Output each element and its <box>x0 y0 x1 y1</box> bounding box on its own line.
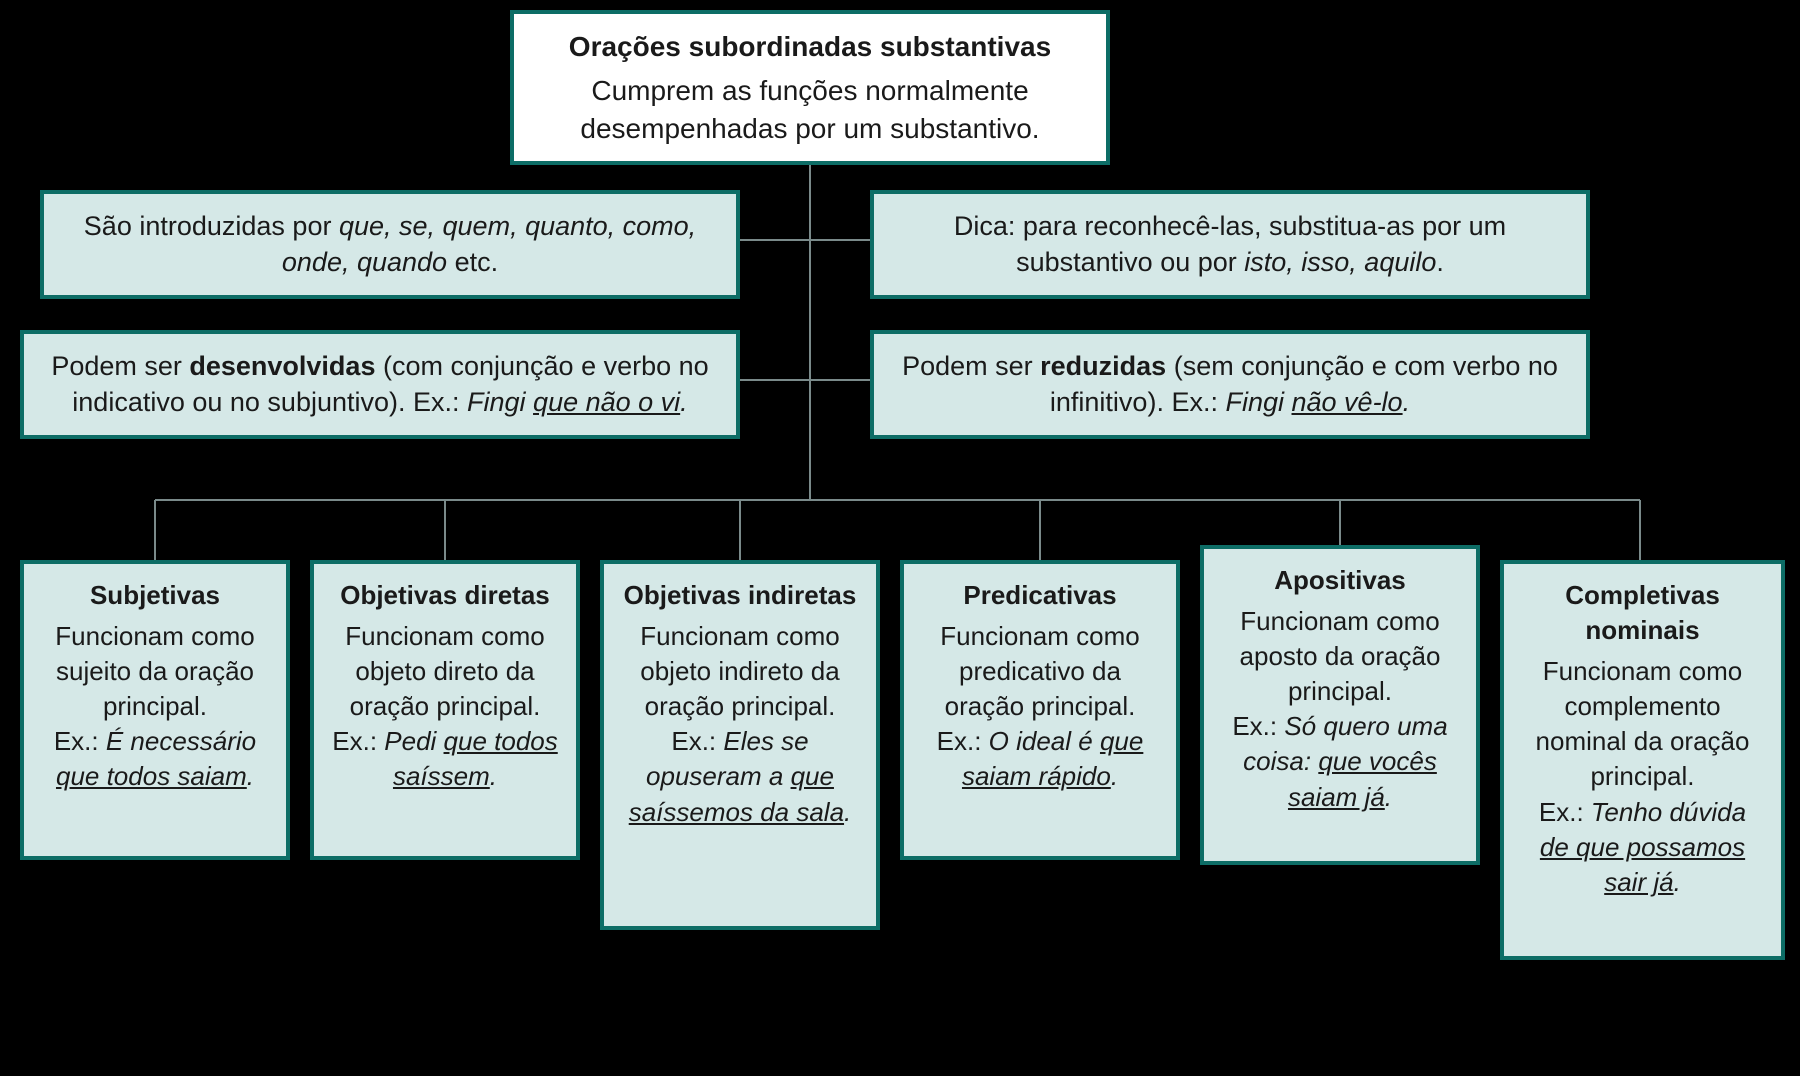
mid-node-desenvolvidas: Podem ser desenvolvidas (com conjunção e… <box>20 330 740 439</box>
connector-vertical <box>1639 500 1641 560</box>
leaf-node-subjetivas: Subjetivas Funcionam como sujeito da oraç… <box>20 560 290 860</box>
leaf-desc: Funcionam como objeto direto da oração p… <box>332 619 558 794</box>
leaf-title: Completivas nominais <box>1522 578 1763 648</box>
leaf-node-completivas-nominais: Completivas nominaisFuncionam como compl… <box>1500 560 1785 960</box>
mid-text: Dica: para reconhecê-las, substitua-as p… <box>892 208 1568 281</box>
leaf-desc: Funcionam como predicativo da oração pri… <box>922 619 1158 794</box>
leaf-node-objetivas-diretas: Objetivas diretas Funcionam como objeto d… <box>310 560 580 860</box>
root-node: Orações subordinadas substantivas Cumpre… <box>510 10 1110 165</box>
leaf-desc: Funcionam como complemento nominal da or… <box>1522 654 1763 900</box>
mid-node-intro: São introduzidas por que, se, quem, quan… <box>40 190 740 299</box>
leaf-node-predicativas: Predicativas Funcionam como predicativo d… <box>900 560 1180 860</box>
leaf-title: Predicativas <box>922 578 1158 613</box>
connector-horizontal <box>740 379 870 381</box>
leaf-node-objetivas-indiretas: Objetivas indiretas Funcionam como objeto… <box>600 560 880 930</box>
connector-vertical <box>809 140 811 500</box>
leaf-title: Apositivas <box>1222 563 1458 598</box>
leaf-desc: Funcionam como sujeito da oração princip… <box>42 619 268 794</box>
connector-vertical <box>154 500 156 560</box>
root-desc: Cumprem as funções normalmente desempenh… <box>532 72 1088 148</box>
connector-horizontal <box>740 239 870 241</box>
leaf-title: Objetivas indiretas <box>622 578 858 613</box>
leaf-node-apositivas: Apositivas Funcionam como aposto da oraçã… <box>1200 545 1480 865</box>
connector-vertical <box>444 500 446 560</box>
mid-node-reduzidas: Podem ser reduzidas (sem conjunção e com… <box>870 330 1590 439</box>
connector-vertical <box>739 500 741 560</box>
connector-horizontal <box>155 499 1640 501</box>
mid-text: São introduzidas por que, se, quem, quan… <box>62 208 718 281</box>
root-title: Orações subordinadas substantivas <box>532 28 1088 66</box>
mid-text: Podem ser reduzidas (sem conjunção e com… <box>892 348 1568 421</box>
leaf-title: Objetivas diretas <box>332 578 558 613</box>
connector-vertical <box>1339 500 1341 545</box>
mid-node-dica: Dica: para reconhecê-las, substitua-as p… <box>870 190 1590 299</box>
leaf-title: Subjetivas <box>42 578 268 613</box>
connector-vertical <box>1039 500 1041 560</box>
leaf-desc: Funcionam como objeto indireto da oração… <box>622 619 858 830</box>
leaf-desc: Funcionam como aposto da oração principa… <box>1222 604 1458 815</box>
mid-text: Podem ser desenvolvidas (com conjunção e… <box>42 348 718 421</box>
